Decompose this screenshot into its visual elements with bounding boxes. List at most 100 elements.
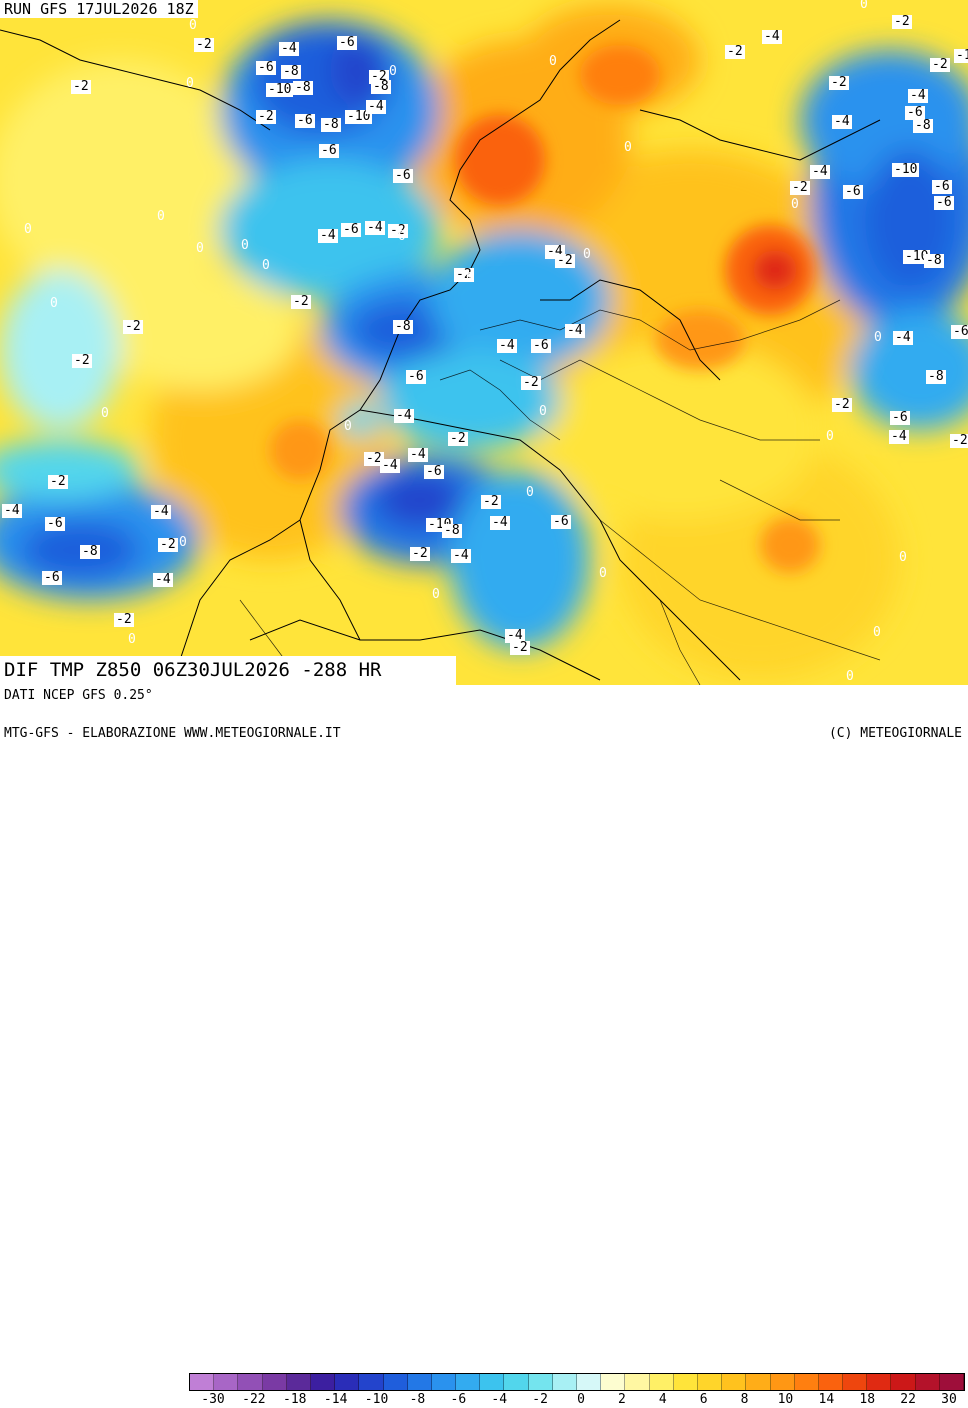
- contour-value-label: -4: [908, 88, 928, 103]
- contour-value-label: -8: [926, 369, 946, 384]
- contour-value-label: -2: [114, 612, 134, 627]
- colorbar-swatch: [407, 1374, 432, 1390]
- colorbar-tick-label: 10: [777, 1392, 794, 1407]
- data-source-label: DATI NCEP GFS 0.25°: [4, 688, 153, 703]
- contour-value-label: -8: [321, 117, 341, 132]
- colorbar-swatch: [794, 1374, 819, 1390]
- contour-value-label: 0: [860, 0, 868, 12]
- contour-value-label: -2: [72, 353, 92, 368]
- colorbar-swatch: [552, 1374, 577, 1390]
- colorbar-swatch: [697, 1374, 723, 1390]
- contour-value-label: -4: [279, 41, 299, 56]
- contour-value-label: -8: [913, 118, 933, 133]
- contour-value-label: -6: [256, 60, 276, 75]
- contour-value-label: -6: [890, 410, 910, 425]
- colorbar-swatch: [359, 1374, 384, 1390]
- contour-value-label: -6: [393, 168, 413, 183]
- colorbar-tick-label: -8: [409, 1392, 426, 1407]
- contour-value-label: 0: [189, 18, 197, 33]
- contour-value-label: -4: [889, 429, 909, 444]
- contour-value-label: -4: [762, 29, 782, 44]
- contour-value-label: -2: [410, 546, 430, 561]
- colorbar-swatch: [843, 1374, 868, 1390]
- contour-value-label: -8: [442, 523, 462, 538]
- contour-value-label: 0: [539, 404, 547, 419]
- contour-value-label: -2: [291, 294, 311, 309]
- contour-value-label: -2: [521, 375, 541, 390]
- contour-value-label: -6: [337, 35, 357, 50]
- colorbar-swatch: [770, 1374, 795, 1390]
- contour-value-label: -2: [832, 397, 852, 412]
- contour-value-label: -6: [341, 222, 361, 237]
- contour-value-label: -2: [194, 37, 214, 52]
- colorbar-ticks: -30 -22 -18 -14 -10 -8 -6 -4 -2 0 2 4 6 8 10 14 18 22 30: [189, 1392, 965, 1408]
- colorbar-tick-label: -22: [242, 1392, 266, 1407]
- colorbar-swatch: [286, 1374, 311, 1390]
- colorbar-swatch: [577, 1374, 602, 1390]
- contour-value-label: -6: [843, 184, 863, 199]
- contour-value-label: -4: [408, 447, 428, 462]
- contour-value-label: 0: [432, 587, 440, 602]
- contour-value-label: -6: [45, 516, 65, 531]
- contour-value-label: 0: [24, 222, 32, 237]
- colorbar-swatch: [262, 1374, 287, 1390]
- contour-value-label: 0: [549, 54, 557, 69]
- colorbar-swatch: [383, 1374, 408, 1390]
- colorbar-tick-label: -10: [364, 1392, 389, 1407]
- contour-value-label: 0: [899, 550, 907, 565]
- contour-value-label: -2: [892, 14, 912, 29]
- colorbar-swatch: [915, 1374, 940, 1390]
- contour-value-label: -4: [832, 114, 852, 129]
- contour-value-label: 0: [398, 229, 406, 244]
- colorbar-swatch: [722, 1374, 747, 1390]
- contour-value-label: -2: [510, 640, 530, 655]
- contour-value-label: 0: [241, 238, 249, 253]
- contour-value-label: 0: [157, 209, 165, 224]
- contour-value-label: 0: [389, 64, 397, 79]
- contour-value-label: -2: [454, 267, 474, 282]
- contour-value-label: 0: [179, 535, 187, 550]
- colorbar-swatch: [673, 1374, 698, 1390]
- contour-value-label: 0: [50, 296, 58, 311]
- contour-value-label: -2: [725, 44, 745, 59]
- contour-value-label: 0: [186, 76, 194, 91]
- colorbar-swatch: [818, 1374, 844, 1390]
- contour-value-label: -2: [123, 319, 143, 334]
- contour-value-label: -6: [934, 195, 954, 210]
- run-title: RUN GFS 17JUL2026 18Z: [0, 0, 198, 18]
- colorbar-swatch: [456, 1374, 481, 1390]
- contour-value-label: -2: [790, 180, 810, 195]
- contour-value-label: 0: [583, 247, 591, 262]
- credit-label: MTG-GFS - ELABORAZIONE WWW.METEOGIORNALE…: [4, 726, 341, 741]
- contour-value-label: 0: [873, 625, 881, 640]
- colorbar-swatch: [891, 1374, 916, 1390]
- colorbar-swatch: [214, 1374, 239, 1390]
- contour-value-label: 0: [344, 419, 352, 434]
- colorbar-swatch: [867, 1374, 892, 1390]
- contour-value-label: -6: [406, 369, 426, 384]
- colorbar-tick-label: 0: [577, 1392, 585, 1407]
- colorbar-tick-label: -6: [450, 1392, 467, 1407]
- contour-value-label: -4: [380, 458, 400, 473]
- colorbar-swatch: [939, 1374, 964, 1390]
- contour-value-label: 0: [526, 485, 534, 500]
- colorbar-tick-label: 6: [699, 1392, 708, 1407]
- contour-value-label: -4: [505, 628, 525, 643]
- borders: [239, 299, 881, 685]
- contour-value-label: -4: [490, 515, 510, 530]
- contour-value-label: 0: [101, 406, 109, 421]
- contour-value-label: 0: [846, 669, 854, 684]
- contour-value-label: 0: [466, 271, 474, 286]
- colorbar-swatch: [190, 1374, 215, 1390]
- contour-value-label: -4: [810, 164, 830, 179]
- contour-value-label: -1: [954, 49, 968, 63]
- contour-value-label: -2: [256, 109, 276, 124]
- colorbar-tick-label: -14: [323, 1392, 348, 1407]
- colorbar-swatch: [601, 1374, 626, 1390]
- colorbar-tick-label: -4: [491, 1392, 508, 1407]
- contour-value-label: -10: [892, 162, 920, 177]
- contour-value-label: -4: [318, 228, 338, 243]
- contour-value-label: -4: [365, 220, 385, 235]
- colorbar-tick-label: 2: [617, 1392, 626, 1407]
- contour-value-label: -10: [903, 249, 931, 264]
